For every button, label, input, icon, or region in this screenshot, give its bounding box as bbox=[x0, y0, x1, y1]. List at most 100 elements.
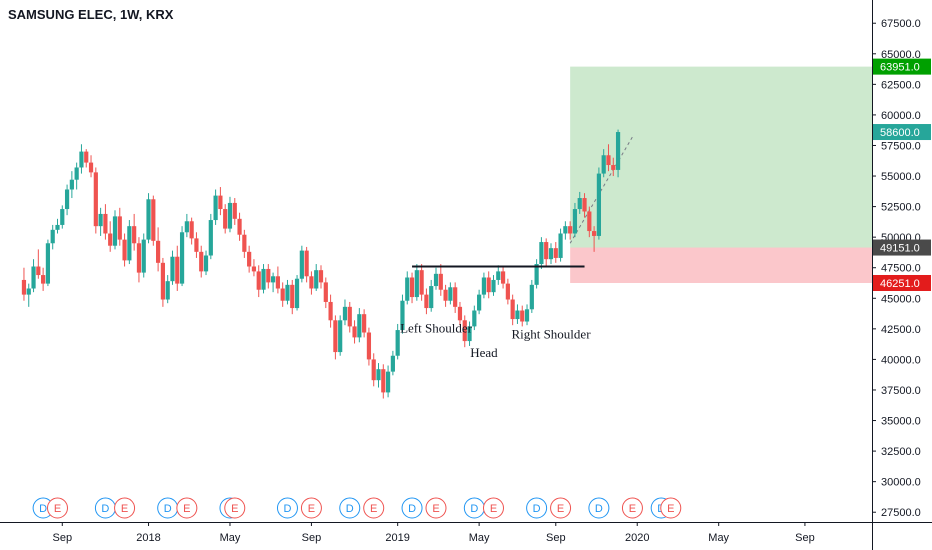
candle-body bbox=[539, 242, 544, 265]
candle-body bbox=[309, 276, 314, 289]
candle-body bbox=[26, 288, 31, 295]
candle-body bbox=[572, 209, 578, 234]
y-tick-label: 52500.0 bbox=[881, 202, 921, 214]
candle-body bbox=[453, 287, 458, 307]
pattern-label: Head bbox=[470, 345, 498, 360]
candle-body bbox=[429, 286, 434, 309]
candle-body bbox=[146, 199, 151, 240]
price-label-bg bbox=[873, 124, 931, 141]
candle-body bbox=[294, 278, 300, 309]
price-label-bg bbox=[873, 274, 931, 291]
candle-body bbox=[481, 277, 487, 295]
candle-body bbox=[333, 320, 338, 353]
candle-body bbox=[223, 209, 228, 229]
candle-body bbox=[592, 231, 597, 236]
candle-body bbox=[208, 220, 213, 256]
profit-zone bbox=[570, 66, 872, 248]
x-tick-label: Sep bbox=[546, 532, 566, 544]
price-label: 63951.0 bbox=[880, 62, 920, 74]
candle-body bbox=[496, 271, 501, 280]
candle-body bbox=[582, 198, 587, 212]
candle-body bbox=[568, 226, 573, 234]
candle-body bbox=[112, 216, 118, 246]
earnings-event-label: E bbox=[667, 503, 674, 515]
y-tick-label: 47500.0 bbox=[881, 263, 921, 275]
candle-body bbox=[132, 226, 137, 244]
candle-body bbox=[98, 213, 103, 227]
candle-body bbox=[203, 255, 209, 272]
earnings-event-marker bbox=[621, 497, 643, 519]
candle-body bbox=[486, 277, 491, 293]
dividend-event-label: D bbox=[533, 503, 541, 515]
candle-body bbox=[170, 256, 175, 282]
x-tick-label: 2020 bbox=[625, 532, 649, 544]
candle-body bbox=[467, 326, 472, 342]
candle-body bbox=[409, 277, 415, 298]
candle-body bbox=[151, 199, 156, 241]
y-tick-label: 60000.0 bbox=[881, 110, 921, 122]
candle-body bbox=[93, 172, 98, 227]
candle-body bbox=[184, 221, 189, 233]
x-tick-label: Sep bbox=[302, 532, 322, 544]
candle-body bbox=[505, 283, 510, 300]
loss-zone bbox=[570, 247, 872, 283]
candle-body bbox=[227, 202, 233, 229]
candle-body bbox=[88, 162, 94, 173]
price-label-bg bbox=[873, 239, 931, 256]
earnings-event-label: E bbox=[629, 503, 636, 515]
candle-body bbox=[69, 179, 74, 190]
y-tick-label: 42500.0 bbox=[881, 324, 921, 336]
candle-body bbox=[529, 284, 534, 310]
earnings-event-label: E bbox=[183, 503, 190, 515]
x-tick-label: Sep bbox=[52, 532, 72, 544]
candle-body bbox=[357, 314, 362, 338]
earnings-event-label: E bbox=[370, 503, 377, 515]
dividend-event-marker bbox=[588, 497, 610, 519]
candle-body bbox=[548, 248, 554, 260]
candle-body bbox=[251, 266, 257, 272]
candle-body bbox=[405, 277, 410, 301]
y-tick-label: 32500.0 bbox=[881, 446, 921, 458]
y-tick-label: 27500.0 bbox=[881, 507, 921, 519]
candle-body bbox=[347, 306, 352, 327]
candle-body bbox=[606, 155, 611, 166]
candle-body bbox=[165, 281, 170, 300]
x-tick-label: 2018 bbox=[136, 532, 160, 544]
candle-body bbox=[74, 167, 79, 180]
y-tick-label: 45000.0 bbox=[881, 293, 921, 305]
candle-body bbox=[500, 271, 506, 284]
y-tick-label: 40000.0 bbox=[881, 354, 921, 366]
candle-body bbox=[84, 151, 89, 163]
earnings-event-marker bbox=[660, 497, 682, 519]
y-tick-label: 65000.0 bbox=[881, 49, 921, 61]
earnings-event-marker bbox=[363, 497, 385, 519]
earnings-event-marker bbox=[550, 497, 572, 519]
candle-body bbox=[270, 276, 276, 283]
candle-body bbox=[366, 332, 372, 360]
pattern-label: Right Shoulder bbox=[511, 327, 591, 342]
y-tick-label: 35000.0 bbox=[881, 416, 921, 428]
x-tick-label: 2019 bbox=[385, 532, 409, 544]
earnings-event-label: E bbox=[231, 503, 238, 515]
candle-body bbox=[232, 202, 237, 219]
candle-body bbox=[21, 279, 27, 295]
dividend-event-label: D bbox=[346, 503, 354, 515]
candle-body bbox=[438, 273, 443, 290]
candle-body bbox=[381, 369, 386, 393]
candle-body bbox=[419, 270, 424, 295]
dividend-event-marker bbox=[401, 497, 423, 519]
pattern-label: Left Shoulder bbox=[400, 321, 473, 336]
candle-body bbox=[218, 195, 223, 210]
candle-body bbox=[390, 355, 395, 372]
candle-body bbox=[141, 239, 146, 273]
candle-body bbox=[362, 314, 367, 333]
candle-body bbox=[31, 266, 36, 289]
candle-body bbox=[385, 371, 391, 393]
candle-body bbox=[189, 221, 194, 239]
earnings-event-label: E bbox=[54, 503, 61, 515]
candle-body bbox=[290, 284, 295, 309]
y-tick-label: 30000.0 bbox=[881, 477, 921, 489]
candle-body bbox=[117, 216, 122, 240]
candle-body bbox=[328, 301, 333, 321]
